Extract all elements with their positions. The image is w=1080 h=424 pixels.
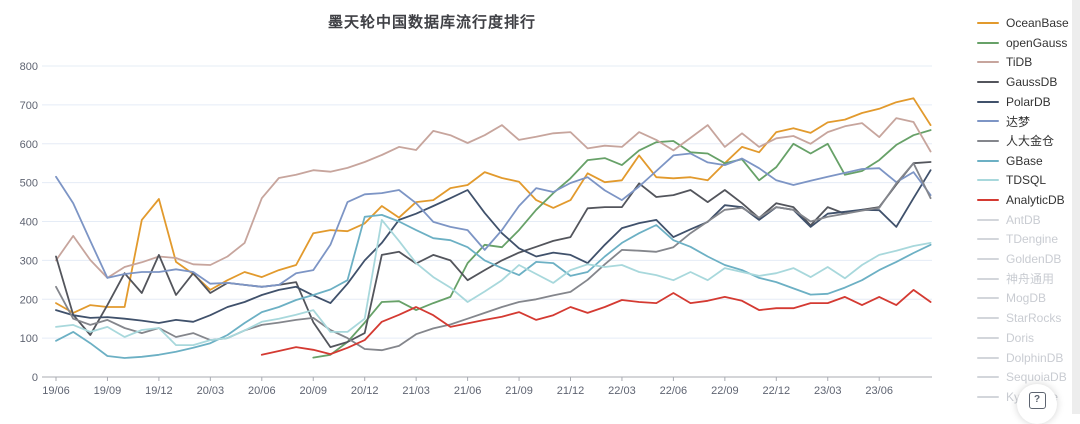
legend-item-GBase[interactable]: GBase: [977, 151, 1077, 171]
legend-item-MogDB[interactable]: MogDB: [977, 289, 1077, 309]
legend-item-label: 人大金仓: [1006, 134, 1055, 149]
x-axis-tick-label: 23/06: [865, 385, 893, 397]
legend-swatch-line: [977, 356, 999, 359]
legend-item-label: TDSQL: [1006, 173, 1047, 188]
legend-item-openGauss[interactable]: openGauss: [977, 33, 1077, 53]
legend-item-达梦[interactable]: 达梦: [977, 111, 1077, 131]
x-axis-tick-label: 20/09: [299, 385, 327, 397]
y-axis-tick-label: 200: [20, 294, 38, 306]
x-axis-tick-label: 22/12: [763, 385, 791, 397]
y-axis-tick-label: 100: [20, 333, 38, 345]
x-axis-tick-label: 19/09: [94, 385, 122, 397]
legend-item-PolarDB[interactable]: PolarDB: [977, 92, 1077, 112]
legend-swatch-line: [977, 376, 999, 379]
x-axis-tick-label: 21/03: [402, 385, 430, 397]
legend-item-TDengine[interactable]: TDengine: [977, 230, 1077, 250]
series-line-GBase[interactable]: [55, 213, 932, 359]
page-background-strip: [1072, 0, 1080, 414]
y-axis-tick-label: 400: [20, 217, 38, 229]
legend-item-label: AnalyticDB: [1006, 193, 1065, 208]
legend-item-label: TiDB: [1006, 55, 1033, 70]
x-axis-tick-label: 22/03: [608, 385, 636, 397]
legend-item-神舟通用[interactable]: 神舟通用: [977, 269, 1077, 289]
series-line-TDSQL[interactable]: [55, 218, 932, 347]
legend-item-人大金仓[interactable]: 人大金仓: [977, 131, 1077, 151]
legend-item-label: OceanBase: [1006, 15, 1069, 30]
series-line-AnalyticDB[interactable]: [260, 288, 932, 356]
x-axis-tick-label: 20/03: [197, 385, 225, 397]
legend-item-label: GaussDB: [1006, 74, 1058, 89]
legend-item-label: GoldenDB: [1006, 252, 1062, 267]
legend-item-StarRocks[interactable]: StarRocks: [977, 308, 1077, 328]
x-axis-tick-label: 21/12: [557, 385, 585, 397]
legend-item-AnalyticDB[interactable]: AnalyticDB: [977, 190, 1077, 210]
legend-swatch-line: [977, 336, 999, 339]
x-axis-tick-label: 21/09: [505, 385, 533, 397]
x-axis-tick-label: 20/12: [351, 385, 379, 397]
legend-item-SequoiaDB[interactable]: SequoiaDB: [977, 367, 1077, 387]
legend-item-label: MogDB: [1006, 291, 1047, 306]
legend-item-Doris[interactable]: Doris: [977, 328, 1077, 348]
series-line-人大金仓[interactable]: [55, 162, 932, 352]
legend-item-label: PolarDB: [1006, 94, 1051, 109]
legend-swatch-line: [977, 120, 999, 123]
legend-swatch-line: [977, 100, 999, 103]
legend-swatch-line: [977, 139, 999, 142]
series-line-TiDB[interactable]: [55, 117, 932, 279]
page-title: 墨天轮中国数据库流行度排行: [327, 14, 536, 31]
x-axis-tick-label: 22/06: [660, 385, 688, 397]
legend-item-label: TDengine: [1006, 232, 1059, 247]
legend-item-label: SequoiaDB: [1006, 370, 1067, 385]
legend-item-label: StarRocks: [1006, 311, 1062, 326]
legend-item-OceanBase[interactable]: OceanBase: [977, 13, 1077, 33]
legend-swatch-line: [977, 258, 999, 261]
legend-swatch-line: [977, 21, 999, 24]
legend-swatch-line: [977, 395, 999, 398]
y-axis-tick-label: 800: [20, 61, 38, 73]
legend-item-TDSQL[interactable]: TDSQL: [977, 171, 1077, 191]
legend-swatch-line: [977, 179, 999, 182]
legend-item-AntDB[interactable]: AntDB: [977, 210, 1077, 230]
x-axis-tick-label: 19/06: [42, 385, 70, 397]
x-axis-tick-label: 23/03: [814, 385, 842, 397]
legend-item-TiDB[interactable]: TiDB: [977, 52, 1077, 72]
question-mark-icon: ?: [1028, 391, 1046, 409]
legend-item-label: openGauss: [1006, 35, 1068, 50]
legend-item-GoldenDB[interactable]: GoldenDB: [977, 249, 1077, 269]
y-axis-tick-label: 700: [20, 100, 38, 112]
series-line-openGauss[interactable]: [312, 129, 932, 359]
legend-item-label: 达梦: [1006, 114, 1031, 129]
help-button[interactable]: ?: [1017, 384, 1057, 424]
series-line-GaussDB[interactable]: [55, 161, 932, 349]
legend-item-DolphinDB[interactable]: DolphinDB: [977, 348, 1077, 368]
y-axis-tick-label: 500: [20, 178, 38, 190]
legend-swatch-line: [977, 297, 999, 300]
legend-item-GaussDB[interactable]: GaussDB: [977, 72, 1077, 92]
legend-swatch-line: [977, 218, 999, 221]
legend-swatch-line: [977, 41, 999, 44]
legend-swatch-line: [977, 80, 999, 83]
legend-item-label: Doris: [1006, 330, 1035, 345]
legend-swatch-line: [977, 159, 999, 162]
series-line-达梦[interactable]: [55, 152, 932, 288]
chart-legend: OceanBase openGauss TiDB GaussDB PolarDB 达梦人大…: [977, 13, 1077, 407]
x-axis-tick-label: 20/06: [248, 385, 276, 397]
y-axis-tick-label: 0: [32, 372, 38, 384]
y-axis-tick-label: 600: [20, 139, 38, 151]
legend-item-label: 神舟通用: [1006, 272, 1055, 287]
popularity-trend-chart: 0 100 200 300 400 500 600 700 800 19/06 19/09 19/12…: [20, 61, 932, 397]
x-axis-tick-label: 22/09: [711, 385, 739, 397]
legend-item-label: GBase: [1006, 153, 1043, 168]
y-axis-tick-label: 300: [20, 255, 38, 267]
legend-swatch-line: [977, 238, 999, 241]
legend-swatch-line: [977, 61, 999, 64]
x-axis-tick-label: 19/12: [145, 385, 173, 397]
legend-swatch-line: [977, 317, 999, 320]
legend-item-label: AntDB: [1006, 212, 1041, 227]
legend-swatch-line: [977, 277, 999, 280]
legend-swatch-line: [977, 199, 999, 202]
x-axis-tick-label: 21/06: [454, 385, 482, 397]
legend-item-label: DolphinDB: [1006, 350, 1064, 365]
